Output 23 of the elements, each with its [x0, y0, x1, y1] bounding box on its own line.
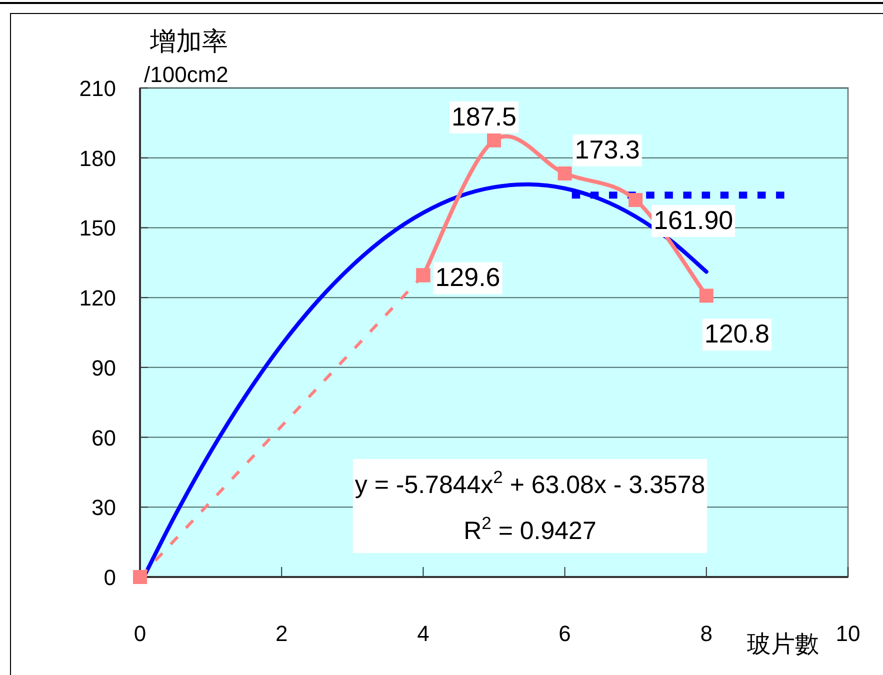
y-tick-label: 210 [79, 76, 116, 101]
y-tick-label: 90 [92, 355, 116, 380]
annotation: R$^{2}$ = 0.9427 [464, 513, 596, 545]
x-tick-label: 8 [700, 621, 713, 646]
x-tick-label: 10 [836, 621, 860, 646]
y-tick-label: 180 [79, 146, 116, 171]
y-tick-label: 120 [79, 286, 116, 311]
annotation: y = -5.7844x$^{2}$ + 63.08x - 3.3578 [354, 467, 706, 499]
x-axis-title: 玻片數 [747, 631, 819, 658]
y-tick-label: 30 [92, 495, 116, 520]
data-label: 187.5 [451, 101, 517, 132]
y-axis-title: 增加率 /100cm2 [144, 26, 228, 87]
data-label: 129.6 [435, 262, 500, 292]
x-tick-label: 2 [275, 621, 288, 646]
y-tick-label: 0 [104, 565, 116, 590]
data-label: 120.8 [704, 318, 770, 349]
data-label: 161.90 [654, 205, 734, 236]
y-tick-label: 60 [92, 425, 116, 450]
y-tick-label: 150 [79, 216, 116, 241]
x-tick-label: 0 [134, 621, 146, 646]
x-tick-label: 6 [558, 621, 571, 646]
x-tick-label: 4 [417, 621, 430, 646]
data-label: 173.3 [574, 134, 640, 164]
